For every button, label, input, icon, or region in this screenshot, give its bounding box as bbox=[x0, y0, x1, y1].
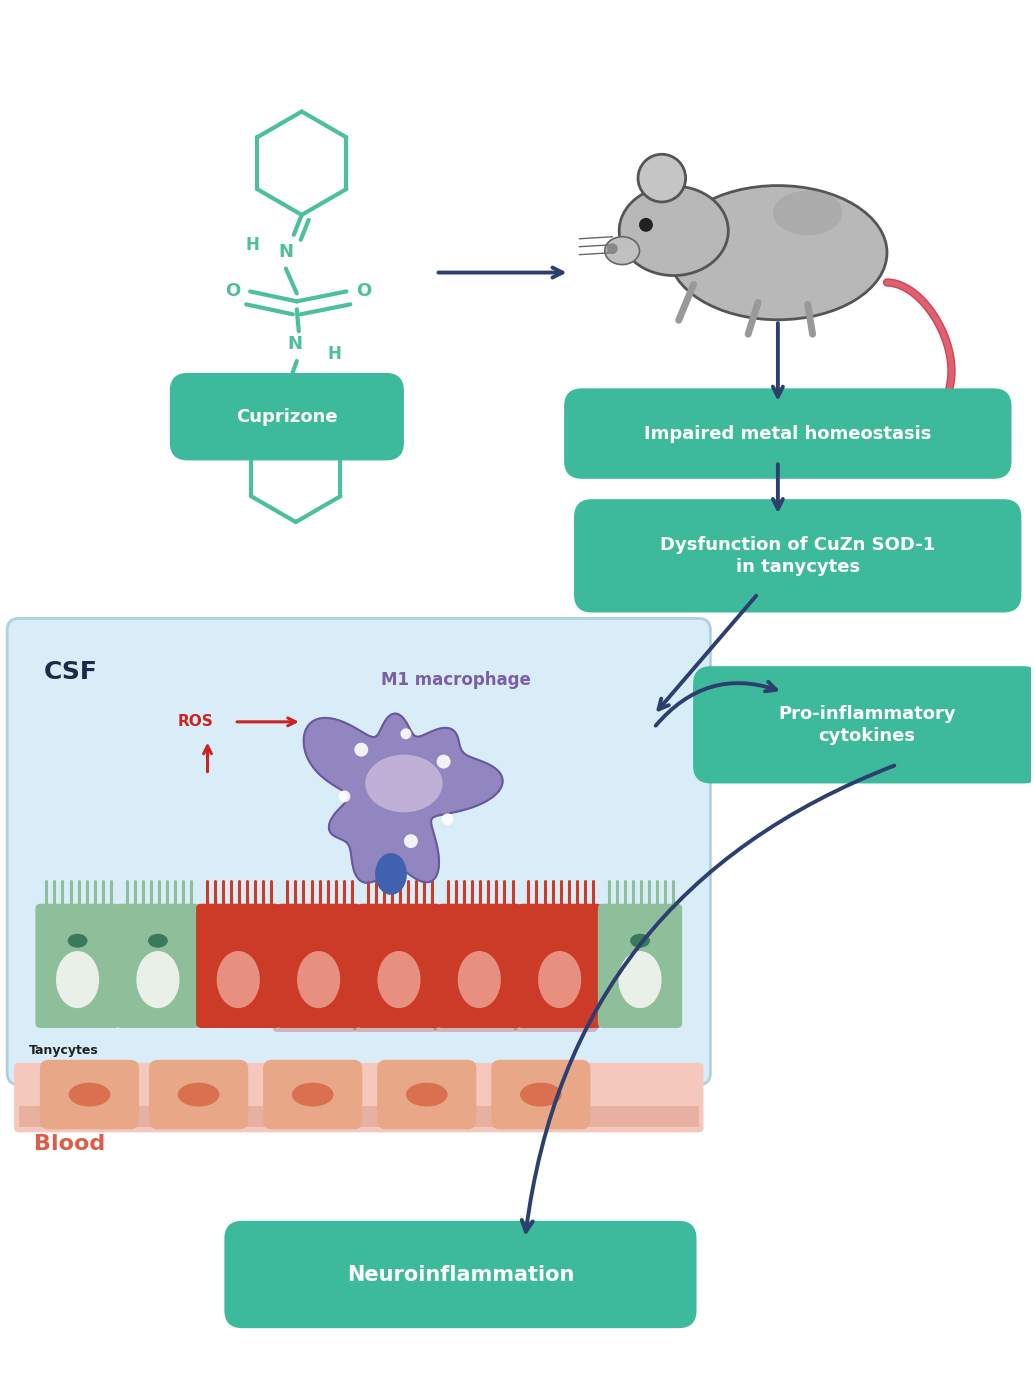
Circle shape bbox=[404, 834, 418, 848]
Circle shape bbox=[354, 742, 368, 756]
FancyBboxPatch shape bbox=[693, 666, 1035, 784]
Circle shape bbox=[338, 791, 351, 802]
Circle shape bbox=[442, 813, 453, 826]
FancyBboxPatch shape bbox=[353, 908, 437, 1031]
FancyBboxPatch shape bbox=[357, 904, 441, 1029]
Circle shape bbox=[607, 243, 618, 254]
Ellipse shape bbox=[292, 1083, 333, 1106]
Ellipse shape bbox=[178, 1083, 219, 1106]
Ellipse shape bbox=[619, 951, 661, 1008]
Ellipse shape bbox=[638, 154, 685, 202]
FancyBboxPatch shape bbox=[518, 904, 601, 1029]
Ellipse shape bbox=[406, 1083, 447, 1106]
Text: Pro-inflammatory
cytokines: Pro-inflammatory cytokines bbox=[778, 705, 956, 745]
FancyBboxPatch shape bbox=[377, 1059, 476, 1130]
Ellipse shape bbox=[669, 186, 887, 320]
Ellipse shape bbox=[538, 951, 582, 1008]
FancyBboxPatch shape bbox=[276, 904, 361, 1029]
Ellipse shape bbox=[378, 951, 420, 1008]
Circle shape bbox=[401, 728, 411, 739]
FancyBboxPatch shape bbox=[434, 908, 518, 1031]
Ellipse shape bbox=[67, 934, 88, 948]
FancyBboxPatch shape bbox=[272, 908, 357, 1031]
FancyBboxPatch shape bbox=[492, 1059, 590, 1130]
Ellipse shape bbox=[630, 934, 650, 948]
Ellipse shape bbox=[56, 951, 99, 1008]
Ellipse shape bbox=[216, 951, 260, 1008]
Ellipse shape bbox=[773, 190, 842, 235]
FancyBboxPatch shape bbox=[263, 1059, 362, 1130]
FancyBboxPatch shape bbox=[35, 904, 120, 1029]
Text: Neuroinflammation: Neuroinflammation bbox=[347, 1265, 574, 1284]
FancyBboxPatch shape bbox=[574, 499, 1022, 613]
Polygon shape bbox=[303, 713, 503, 883]
Text: Dysfunction of CuZn SOD-1
in tanycytes: Dysfunction of CuZn SOD-1 in tanycytes bbox=[660, 535, 936, 575]
Circle shape bbox=[639, 218, 653, 232]
FancyBboxPatch shape bbox=[116, 904, 200, 1029]
Text: N: N bbox=[278, 243, 293, 261]
Ellipse shape bbox=[375, 853, 407, 895]
Text: H: H bbox=[327, 345, 342, 363]
Ellipse shape bbox=[520, 1083, 562, 1106]
Text: M1 macrophage: M1 macrophage bbox=[381, 671, 531, 689]
FancyBboxPatch shape bbox=[7, 619, 710, 1084]
Text: CSF: CSF bbox=[43, 660, 97, 684]
Text: O: O bbox=[357, 282, 372, 300]
Ellipse shape bbox=[365, 755, 443, 812]
FancyBboxPatch shape bbox=[598, 904, 682, 1029]
Bar bbox=[19, 1105, 699, 1127]
Text: Blood: Blood bbox=[34, 1134, 106, 1154]
Text: H: H bbox=[245, 236, 259, 254]
FancyBboxPatch shape bbox=[564, 388, 1011, 478]
FancyBboxPatch shape bbox=[437, 904, 522, 1029]
Ellipse shape bbox=[148, 934, 168, 948]
FancyBboxPatch shape bbox=[149, 1059, 248, 1130]
Ellipse shape bbox=[68, 1083, 111, 1106]
FancyBboxPatch shape bbox=[170, 373, 404, 460]
Text: O: O bbox=[225, 282, 240, 300]
Ellipse shape bbox=[297, 951, 341, 1008]
Text: ROS: ROS bbox=[178, 714, 213, 730]
Text: Tanycytes: Tanycytes bbox=[29, 1044, 98, 1058]
Circle shape bbox=[437, 755, 450, 769]
Text: N: N bbox=[272, 382, 288, 400]
Ellipse shape bbox=[457, 951, 501, 1008]
Ellipse shape bbox=[137, 951, 179, 1008]
FancyBboxPatch shape bbox=[225, 1220, 697, 1329]
Ellipse shape bbox=[604, 236, 640, 264]
Text: Impaired metal homeostasis: Impaired metal homeostasis bbox=[644, 424, 932, 442]
FancyBboxPatch shape bbox=[40, 1059, 139, 1130]
FancyBboxPatch shape bbox=[14, 1063, 704, 1133]
Ellipse shape bbox=[619, 186, 729, 275]
Text: Cuprizone: Cuprizone bbox=[236, 407, 337, 425]
FancyBboxPatch shape bbox=[196, 904, 280, 1029]
Text: N: N bbox=[288, 335, 302, 353]
FancyBboxPatch shape bbox=[513, 908, 598, 1031]
